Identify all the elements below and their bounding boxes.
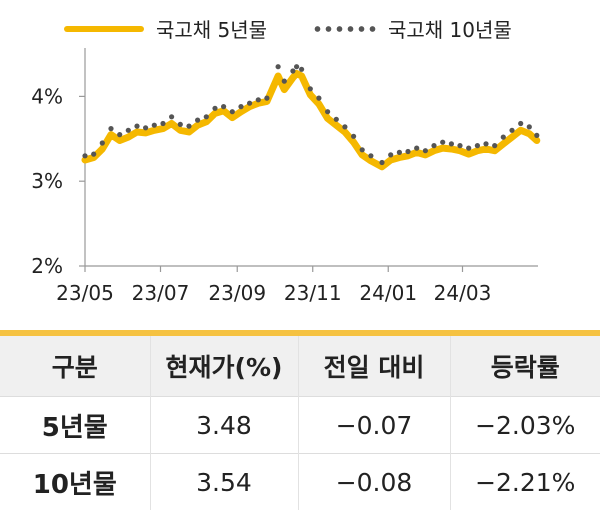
series-point-10y	[501, 135, 506, 140]
series-point-10y	[342, 124, 347, 129]
series-point-10y	[212, 106, 217, 111]
table-row: 5년물 3.48 −0.07 −2.03%	[0, 397, 600, 454]
series-point-10y	[117, 132, 122, 137]
header-rate: 등락률	[450, 336, 600, 397]
x-tick-label: 23/11	[284, 281, 342, 305]
series-point-10y	[334, 117, 339, 122]
y-tick-label: 4%	[31, 84, 63, 108]
series-point-10y	[457, 143, 462, 148]
series-point-10y	[449, 141, 454, 146]
rate-table: 구분 현재가(%) 전일 대비 등락률 5년물 3.48 −0.07 −2.03…	[0, 336, 600, 510]
series-point-10y	[388, 152, 393, 157]
header-change: 전일 대비	[298, 336, 450, 397]
table-header-row: 구분 현재가(%) 전일 대비 등락률	[0, 336, 600, 397]
series-point-10y	[82, 153, 87, 158]
series-point-10y	[325, 109, 330, 114]
x-tick-label: 23/07	[132, 281, 190, 305]
series-point-10y	[431, 143, 436, 148]
row-price: 3.54	[150, 454, 298, 510]
series-point-10y	[264, 96, 269, 101]
series-point-10y	[351, 134, 356, 139]
series-point-10y	[368, 153, 373, 158]
series-point-10y	[152, 123, 157, 128]
series-point-10y	[308, 86, 313, 91]
header-price: 현재가(%)	[150, 336, 298, 397]
series-point-10y	[492, 143, 497, 148]
series-point-10y	[230, 109, 235, 114]
series-point-10y	[256, 97, 261, 102]
series-point-10y	[126, 128, 131, 133]
series-point-10y	[178, 122, 183, 127]
x-tick-label: 23/09	[208, 281, 266, 305]
series-point-10y	[440, 140, 445, 145]
header-category: 구분	[0, 336, 150, 397]
series-point-10y	[143, 125, 148, 130]
series-point-10y	[282, 79, 287, 84]
series-point-10y	[238, 104, 243, 109]
series-point-10y	[134, 124, 139, 129]
series-point-10y	[397, 150, 402, 155]
series-point-10y	[294, 64, 299, 69]
row-label: 10년물	[0, 454, 150, 510]
series-point-10y	[414, 146, 419, 151]
series-point-10y	[405, 149, 410, 154]
series-point-10y	[221, 104, 226, 109]
series-point-10y	[160, 121, 165, 126]
series-point-10y	[379, 160, 384, 165]
row-change: −0.07	[298, 397, 450, 454]
series-point-10y	[316, 96, 321, 101]
row-price: 3.48	[150, 397, 298, 454]
row-rate: −2.03%	[450, 397, 600, 454]
series-point-10y	[527, 124, 532, 129]
series-point-10y	[91, 152, 96, 157]
row-change: −0.08	[298, 454, 450, 510]
table-row: 10년물 3.54 −0.08 −2.21%	[0, 454, 600, 510]
series-point-10y	[299, 67, 304, 72]
series-point-10y	[518, 121, 523, 126]
x-tick-label: 23/05	[56, 281, 114, 305]
series-point-10y	[100, 140, 105, 145]
y-tick-label: 3%	[31, 169, 63, 193]
row-label: 5년물	[0, 397, 150, 454]
series-point-10y	[247, 101, 252, 106]
series-point-10y	[534, 133, 539, 138]
series-point-10y	[360, 147, 365, 152]
x-tick-label: 24/03	[434, 281, 492, 305]
series-point-10y	[466, 146, 471, 151]
row-rate: −2.21%	[450, 454, 600, 510]
series-point-10y	[483, 141, 488, 146]
series-point-10y	[276, 64, 281, 69]
x-tick-label: 24/01	[359, 281, 417, 305]
series-point-10y	[290, 68, 295, 73]
series-point-10y	[186, 124, 191, 129]
line-chart: 2% 3% 4% 23/05 23/07 23/09 23/11 24/01 24/03	[0, 0, 600, 318]
series-point-10y	[423, 148, 428, 153]
series-point-10y	[169, 114, 174, 119]
rate-table-section: 구분 현재가(%) 전일 대비 등락률 5년물 3.48 −0.07 −2.03…	[0, 330, 600, 510]
series-point-10y	[509, 128, 514, 133]
y-tick-label: 2%	[31, 254, 63, 278]
series-point-10y	[475, 143, 480, 148]
series-point-10y	[108, 126, 113, 131]
series-point-10y	[195, 118, 200, 123]
series-point-10y	[204, 114, 209, 119]
